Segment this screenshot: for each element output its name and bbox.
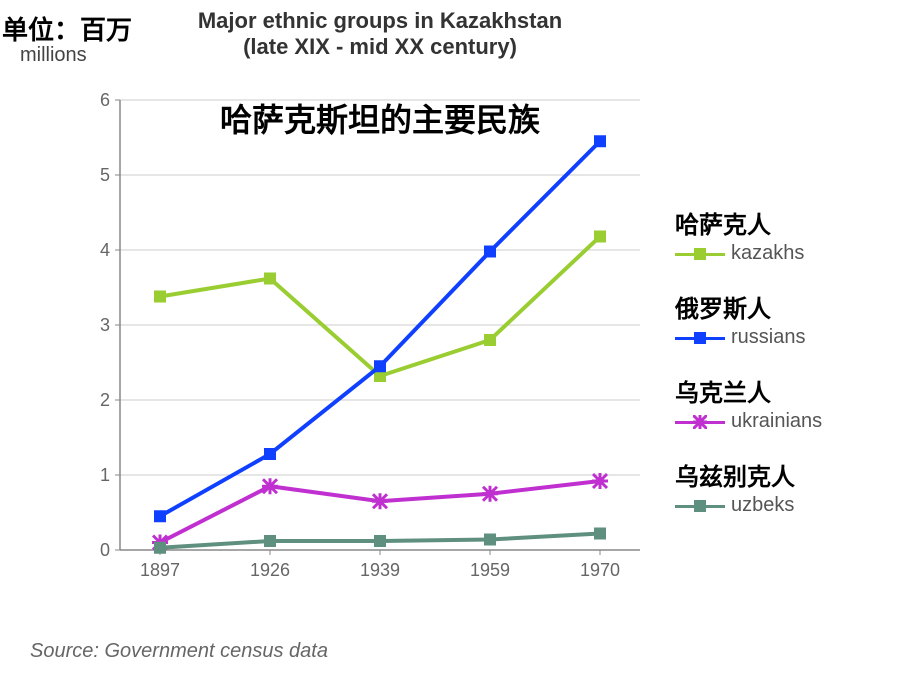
unit-label-en: millions	[20, 44, 87, 67]
legend-label-en: uzbeks	[731, 494, 794, 517]
chart-title-en: Major ethnic groups in Kazakhstan (late …	[180, 8, 580, 60]
legend-swatch-icon	[675, 496, 725, 516]
line-chart: 0 1 2 3 4 5 6 1897 1926 1939 1959 1970	[80, 90, 650, 580]
series-marker-kazakhs	[154, 291, 166, 303]
series-marker-russians	[154, 510, 166, 522]
series-marker-kazakhs	[594, 231, 606, 243]
y-tick-label: 5	[100, 165, 110, 185]
series-line-ukrainians	[160, 481, 600, 543]
legend-label-cn: 乌兹别克人	[675, 457, 895, 492]
legend-label-en: kazakhs	[731, 242, 804, 265]
legend-label-cn: 哈萨克人	[675, 205, 895, 240]
legend-swatch-icon	[675, 244, 725, 264]
legend-item-uzbeks: 乌兹别克人uzbeks	[675, 457, 895, 517]
y-tick-label: 1	[100, 465, 110, 485]
x-tick-label: 1897	[140, 560, 180, 580]
x-tick-label: 1970	[580, 560, 620, 580]
series-marker-russians	[264, 448, 276, 460]
chart-title-en-line2: (late XIX - mid XX century)	[243, 34, 517, 59]
series-marker-uzbeks	[484, 534, 496, 546]
chart-area: 0 1 2 3 4 5 6 1897 1926 1939 1959 1970	[80, 90, 650, 580]
y-tick-label: 0	[100, 540, 110, 560]
legend-label-en: russians	[731, 326, 805, 349]
legend-row: russians	[675, 326, 895, 349]
x-tick-label: 1959	[470, 560, 510, 580]
series-marker-kazakhs	[484, 334, 496, 346]
series-line-kazakhs	[160, 237, 600, 377]
series-marker-kazakhs	[264, 273, 276, 285]
legend-item-russians: 俄罗斯人russians	[675, 289, 895, 349]
series-marker-uzbeks	[154, 542, 166, 554]
series-marker-russians	[484, 246, 496, 258]
legend-row: ukrainians	[675, 410, 895, 433]
y-tick-label: 4	[100, 240, 110, 260]
series-marker-russians	[594, 135, 606, 147]
series-line-russians	[160, 141, 600, 516]
legend: 哈萨克人kazakhs 俄罗斯人russians 乌克兰人ukrainians 乌兹别…	[675, 205, 895, 541]
y-tick-label: 2	[100, 390, 110, 410]
y-tick-label: 3	[100, 315, 110, 335]
unit-label-cn: 单位：百万	[2, 10, 132, 47]
legend-row: uzbeks	[675, 494, 895, 517]
chart-title-en-line1: Major ethnic groups in Kazakhstan	[198, 8, 562, 33]
series-marker-uzbeks	[374, 535, 386, 547]
legend-item-ukrainians: 乌克兰人ukrainians	[675, 373, 895, 433]
legend-swatch-icon	[675, 412, 725, 432]
x-tick-label: 1939	[360, 560, 400, 580]
source-text: Source: Government census data	[30, 640, 328, 663]
legend-swatch-icon	[675, 328, 725, 348]
legend-label-cn: 俄罗斯人	[675, 289, 895, 324]
legend-item-kazakhs: 哈萨克人kazakhs	[675, 205, 895, 265]
series-marker-uzbeks	[594, 528, 606, 540]
y-tick-label: 6	[100, 90, 110, 110]
series-marker-uzbeks	[264, 535, 276, 547]
series-marker-russians	[374, 360, 386, 372]
x-tick-label: 1926	[250, 560, 290, 580]
legend-row: kazakhs	[675, 242, 895, 265]
legend-label-en: ukrainians	[731, 410, 822, 433]
legend-label-cn: 乌克兰人	[675, 373, 895, 408]
